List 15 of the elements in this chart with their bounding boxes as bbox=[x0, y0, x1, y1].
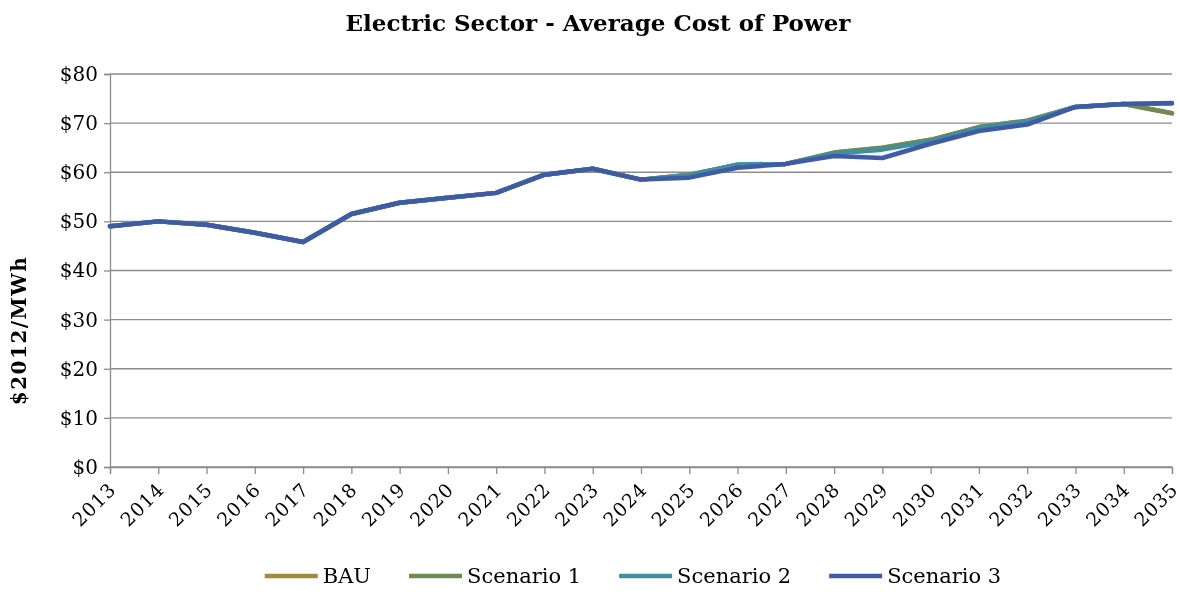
y-tick-label: $10 bbox=[59, 405, 98, 430]
legend-label: Scenario 2 bbox=[677, 564, 792, 589]
y-tick-label: $0 bbox=[72, 454, 98, 479]
y-tick-label: $20 bbox=[59, 356, 98, 381]
y-tick-label: $80 bbox=[59, 61, 98, 86]
y-axis-title: $2012/MWh bbox=[7, 255, 31, 406]
y-tick-label: $70 bbox=[59, 111, 98, 136]
chart-title: Electric Sector - Average Cost of Power bbox=[345, 9, 852, 36]
y-tick-label: $30 bbox=[59, 307, 98, 332]
legend-label: Scenario 3 bbox=[887, 564, 1002, 589]
legend-label: BAU bbox=[322, 564, 372, 589]
y-tick-label: $40 bbox=[59, 258, 98, 283]
y-tick-label: $50 bbox=[59, 209, 98, 234]
legend-label: Scenario 1 bbox=[467, 564, 582, 589]
y-tick-label: $60 bbox=[59, 160, 98, 185]
